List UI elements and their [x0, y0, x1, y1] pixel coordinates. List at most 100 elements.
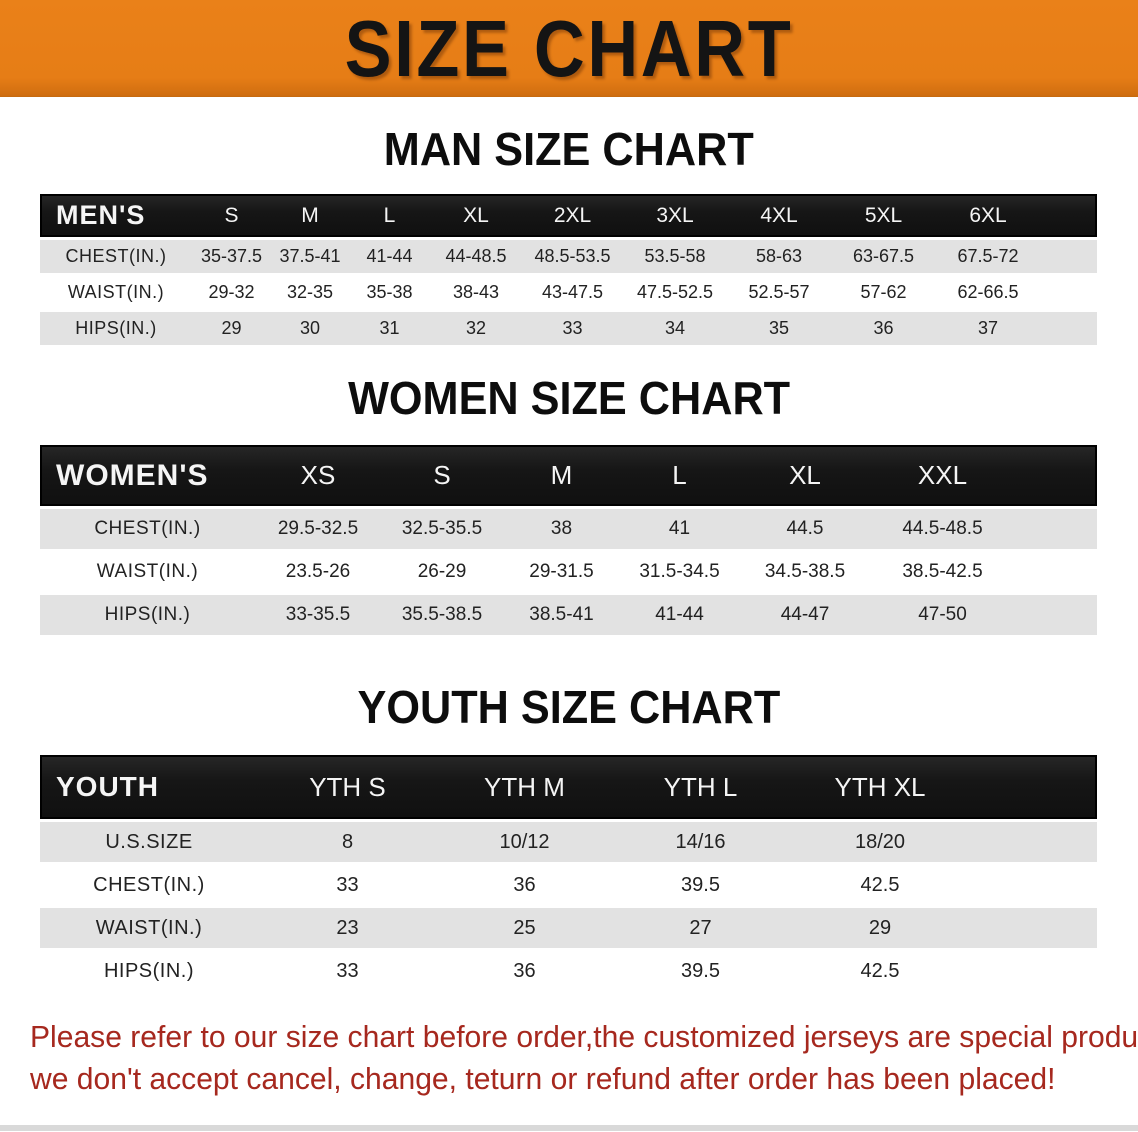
size-value-cell: 33 [258, 865, 437, 905]
row-label: HIPS(IN.) [40, 595, 255, 635]
table-row: WAIST(IN.) 23.5-26 26-29 29-31.5 31.5-34… [40, 552, 1097, 592]
row-label: CHEST(IN.) [40, 865, 258, 905]
size-chart-banner: SIZE CHART [0, 0, 1138, 97]
youth-section-heading: YOUTH SIZE CHART [0, 684, 1138, 731]
womens-size-header: L [620, 445, 739, 506]
spacer-cell [1040, 276, 1097, 309]
table-row: HIPS(IN.) 29 30 31 32 33 34 35 36 37 [40, 312, 1097, 345]
table-row: HIPS(IN.) 33 36 39.5 42.5 [40, 951, 1097, 991]
spacer-cell [1014, 445, 1097, 506]
size-value-cell: 44-47 [739, 595, 871, 635]
size-value-cell: 35-38 [349, 276, 430, 309]
mens-header-row: MEN'S S M L XL 2XL 3XL 4XL 5XL 6XL [40, 194, 1097, 237]
size-value-cell: 31.5-34.5 [620, 552, 739, 592]
size-value-cell: 48.5-53.5 [522, 240, 623, 273]
mens-size-header: 3XL [623, 194, 727, 237]
size-value-cell: 35-37.5 [192, 240, 271, 273]
size-value-cell: 34.5-38.5 [739, 552, 871, 592]
spacer-cell [1040, 312, 1097, 345]
size-value-cell: 44.5 [739, 509, 871, 549]
size-value-cell: 38-43 [430, 276, 522, 309]
size-value-cell: 37.5-41 [271, 240, 349, 273]
womens-size-header: XL [739, 445, 871, 506]
size-value-cell: 33 [258, 951, 437, 991]
spacer-cell [1040, 240, 1097, 273]
womens-header-label: WOMEN'S [40, 445, 255, 506]
size-value-cell: 41-44 [620, 595, 739, 635]
size-value-cell: 44-48.5 [430, 240, 522, 273]
size-value-cell: 67.5-72 [936, 240, 1040, 273]
table-row: WAIST(IN.) 29-32 32-35 35-38 38-43 43-47… [40, 276, 1097, 309]
womens-size-header: S [381, 445, 503, 506]
size-value-cell: 52.5-57 [727, 276, 831, 309]
size-value-cell: 36 [437, 865, 612, 905]
youth-size-header: YTH XL [789, 755, 971, 819]
size-value-cell: 32 [430, 312, 522, 345]
size-value-cell: 53.5-58 [623, 240, 727, 273]
disclaimer: Please refer to our size chart before or… [0, 1016, 1138, 1100]
youth-size-header: YTH M [437, 755, 612, 819]
table-row: HIPS(IN.) 33-35.5 35.5-38.5 38.5-41 41-4… [40, 595, 1097, 635]
mens-header-label: MEN'S [40, 194, 192, 237]
size-value-cell: 33-35.5 [255, 595, 381, 635]
youth-heading-text: YOUTH SIZE CHART [357, 681, 781, 733]
mens-size-header: 2XL [522, 194, 623, 237]
row-label: HIPS(IN.) [40, 951, 258, 991]
mens-size-header: S [192, 194, 271, 237]
mens-size-header: XL [430, 194, 522, 237]
size-value-cell: 44.5-48.5 [871, 509, 1014, 549]
size-value-cell: 39.5 [612, 951, 789, 991]
size-value-cell: 34 [623, 312, 727, 345]
size-value-cell: 23.5-26 [255, 552, 381, 592]
size-value-cell: 32.5-35.5 [381, 509, 503, 549]
size-value-cell: 26-29 [381, 552, 503, 592]
size-value-cell: 47-50 [871, 595, 1014, 635]
womens-size-table: WOMEN'S XS S M L XL XXL CHEST(IN.) 29.5-… [40, 442, 1097, 638]
spacer-cell [971, 908, 1097, 948]
size-value-cell: 57-62 [831, 276, 936, 309]
size-value-cell: 23 [258, 908, 437, 948]
table-row: U.S.SIZE 8 10/12 14/16 18/20 [40, 822, 1097, 862]
size-value-cell: 29 [192, 312, 271, 345]
size-value-cell: 47.5-52.5 [623, 276, 727, 309]
size-value-cell: 29-31.5 [503, 552, 620, 592]
mens-size-header: 4XL [727, 194, 831, 237]
size-value-cell: 39.5 [612, 865, 789, 905]
bottom-divider [0, 1125, 1138, 1131]
size-value-cell: 27 [612, 908, 789, 948]
size-value-cell: 38.5-41 [503, 595, 620, 635]
womens-header-row: WOMEN'S XS S M L XL XXL [40, 445, 1097, 506]
size-value-cell: 35.5-38.5 [381, 595, 503, 635]
disclaimer-line-1: Please refer to our size chart before or… [30, 1019, 1138, 1054]
size-value-cell: 29 [789, 908, 971, 948]
spacer-cell [971, 822, 1097, 862]
spacer-cell [1040, 194, 1097, 237]
size-value-cell: 29-32 [192, 276, 271, 309]
womens-size-header: M [503, 445, 620, 506]
size-value-cell: 63-67.5 [831, 240, 936, 273]
size-value-cell: 58-63 [727, 240, 831, 273]
size-value-cell: 37 [936, 312, 1040, 345]
disclaimer-line-2: we don't accept cancel, change, teturn o… [30, 1061, 1056, 1096]
size-value-cell: 62-66.5 [936, 276, 1040, 309]
size-value-cell: 35 [727, 312, 831, 345]
size-value-cell: 38 [503, 509, 620, 549]
mens-size-table: MEN'S S M L XL 2XL 3XL 4XL 5XL 6XL CHEST… [40, 191, 1097, 348]
mens-size-header: 5XL [831, 194, 936, 237]
banner-title: SIZE CHART [344, 3, 794, 93]
mens-size-header: M [271, 194, 349, 237]
size-value-cell: 42.5 [789, 865, 971, 905]
size-value-cell: 14/16 [612, 822, 789, 862]
spacer-cell [971, 755, 1097, 819]
row-label: CHEST(IN.) [40, 240, 192, 273]
size-value-cell: 8 [258, 822, 437, 862]
size-value-cell: 18/20 [789, 822, 971, 862]
table-row: WAIST(IN.) 23 25 27 29 [40, 908, 1097, 948]
row-label: CHEST(IN.) [40, 509, 255, 549]
row-label: WAIST(IN.) [40, 552, 255, 592]
youth-size-header: YTH L [612, 755, 789, 819]
size-value-cell: 42.5 [789, 951, 971, 991]
size-value-cell: 30 [271, 312, 349, 345]
size-value-cell: 10/12 [437, 822, 612, 862]
size-value-cell: 32-35 [271, 276, 349, 309]
